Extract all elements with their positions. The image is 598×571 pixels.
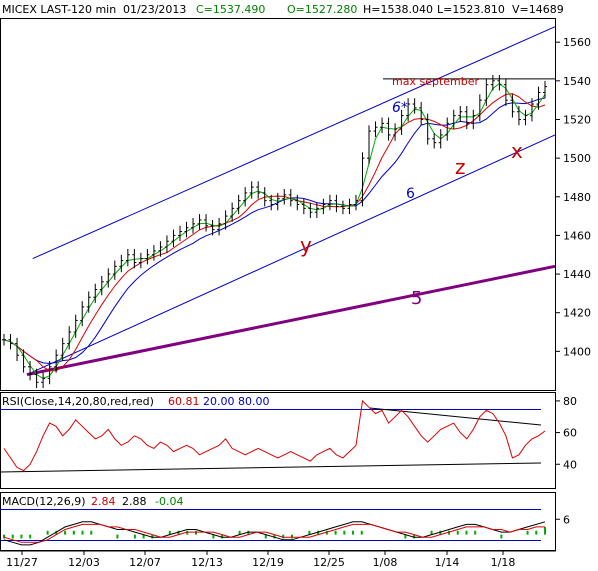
channel-upper-line: [32, 26, 556, 260]
wave-6-star-label: 6*: [392, 100, 408, 116]
price-y-tick-label: 1540: [563, 75, 591, 88]
high-label: H=1538.040: [363, 3, 433, 16]
x-tick-label: 12/03: [68, 556, 100, 569]
price-y-tick-label: 1460: [563, 229, 591, 242]
rsi-panel-frame: [0, 392, 556, 489]
macd-hist-value: -0.04: [155, 495, 183, 508]
symbol-label: MICEX LAST-120 min: [2, 3, 116, 16]
macd-value: 2.84: [91, 495, 116, 508]
price-y-tick-label: 1500: [563, 152, 591, 165]
volume-label: V=14689: [512, 3, 564, 16]
x-tick-label: 12/25: [313, 556, 345, 569]
open-label: O=1527.280: [287, 3, 357, 16]
rsi-upper-trendline: [369, 407, 542, 426]
wave-x-label: x: [511, 139, 523, 163]
rsi-y-tick-label: 40: [563, 458, 577, 471]
macd-signal-value: 2.88: [122, 495, 147, 508]
rsi-lower-trendline: [0, 462, 542, 473]
date-label: 01/23/2013: [123, 3, 186, 16]
rsi-y-tick-label: 80: [563, 395, 577, 408]
rsi-low-level: 20.00: [203, 395, 235, 408]
rsi-high-level: 80.00: [238, 395, 270, 408]
price-y-tick-label: 1400: [563, 345, 591, 358]
wave-z-label: z: [455, 155, 466, 179]
macd-line: [3, 521, 546, 546]
wave-6-label: 6: [406, 186, 415, 202]
price-y-tick-label: 1440: [563, 268, 591, 281]
x-tick-label: 1/08: [373, 556, 398, 569]
x-tick-label: 11/27: [6, 556, 38, 569]
ma-mid-line: [3, 93, 546, 372]
macd-histogram: [3, 526, 546, 539]
channel-lower-line: [26, 134, 556, 375]
x-tick-label: 1/18: [491, 556, 516, 569]
rsi-axis: 40 60 80: [556, 395, 577, 471]
x-tick-label: 1/14: [435, 556, 460, 569]
price-axis: 1400 1420 1440 1460 1480 1500 1520 1540 1560: [556, 36, 591, 358]
price-bars: [2, 75, 547, 389]
max-september-label: max september: [392, 75, 479, 88]
wave-5-label: 5: [411, 288, 422, 309]
macd-label: MACD(12,26,9): [2, 495, 86, 508]
ma-fast-line: [3, 82, 546, 379]
rsi-value: 60.81: [168, 395, 200, 408]
x-tick-label: 12/19: [252, 556, 284, 569]
x-tick-label: 12/07: [129, 556, 161, 569]
low-label: L=1523.810: [437, 3, 505, 16]
rsi-label: RSI(Close,14,20,80,red,red): [2, 395, 154, 408]
price-y-tick-label: 1480: [563, 191, 591, 204]
x-tick-label: 12/13: [191, 556, 223, 569]
price-panel-frame: [0, 18, 556, 391]
x-axis: 11/27 12/03 12/07 12/13 12/19 12/25 1/08 1/14 1/…: [0, 550, 556, 569]
wave-y-label: y: [300, 233, 312, 257]
macd-signal-line: [3, 523, 545, 543]
macd-y-tick-label: 6: [563, 513, 570, 526]
price-y-tick-label: 1560: [563, 36, 591, 49]
macd-axis: 6: [556, 513, 570, 526]
price-y-tick-label: 1420: [563, 307, 591, 320]
price-y-tick-label: 1520: [563, 113, 591, 126]
wave5-trend-line: [26, 264, 556, 377]
rsi-line: [3, 399, 546, 472]
close-label: C=1537.490: [196, 3, 265, 16]
rsi-y-tick-label: 60: [563, 427, 577, 440]
